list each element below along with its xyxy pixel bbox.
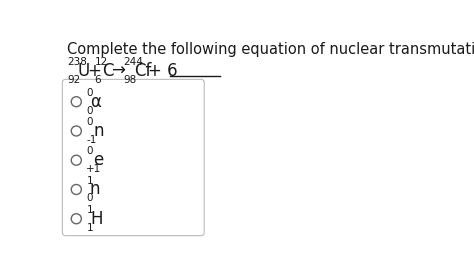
Text: 6: 6 bbox=[95, 75, 101, 85]
Text: 92: 92 bbox=[67, 75, 80, 85]
Text: 238: 238 bbox=[67, 57, 87, 67]
Text: 1: 1 bbox=[86, 205, 93, 215]
Text: 1: 1 bbox=[86, 222, 93, 232]
Text: +: + bbox=[87, 62, 101, 80]
Text: 0: 0 bbox=[86, 106, 93, 116]
Text: 1: 1 bbox=[86, 176, 93, 186]
Text: +1: +1 bbox=[86, 164, 101, 174]
Text: α: α bbox=[90, 93, 101, 111]
Text: Complete the following equation of nuclear transmutation.: Complete the following equation of nucle… bbox=[67, 42, 474, 57]
Text: U: U bbox=[78, 62, 90, 80]
Text: Cf: Cf bbox=[134, 62, 152, 80]
Text: e: e bbox=[93, 151, 104, 169]
Text: -1: -1 bbox=[86, 135, 97, 145]
Text: 98: 98 bbox=[123, 75, 137, 85]
FancyBboxPatch shape bbox=[63, 79, 204, 236]
Text: 0: 0 bbox=[86, 146, 93, 156]
Text: 0: 0 bbox=[86, 88, 93, 98]
Text: 244: 244 bbox=[123, 57, 143, 67]
Text: 12: 12 bbox=[95, 57, 108, 67]
Text: C: C bbox=[102, 62, 113, 80]
Text: H: H bbox=[90, 210, 102, 228]
Text: →: → bbox=[111, 62, 125, 80]
Text: n: n bbox=[90, 180, 100, 198]
Text: 0: 0 bbox=[86, 117, 93, 127]
Text: n: n bbox=[93, 122, 104, 140]
Text: 0: 0 bbox=[86, 193, 93, 203]
Text: + 6: + 6 bbox=[148, 62, 178, 80]
